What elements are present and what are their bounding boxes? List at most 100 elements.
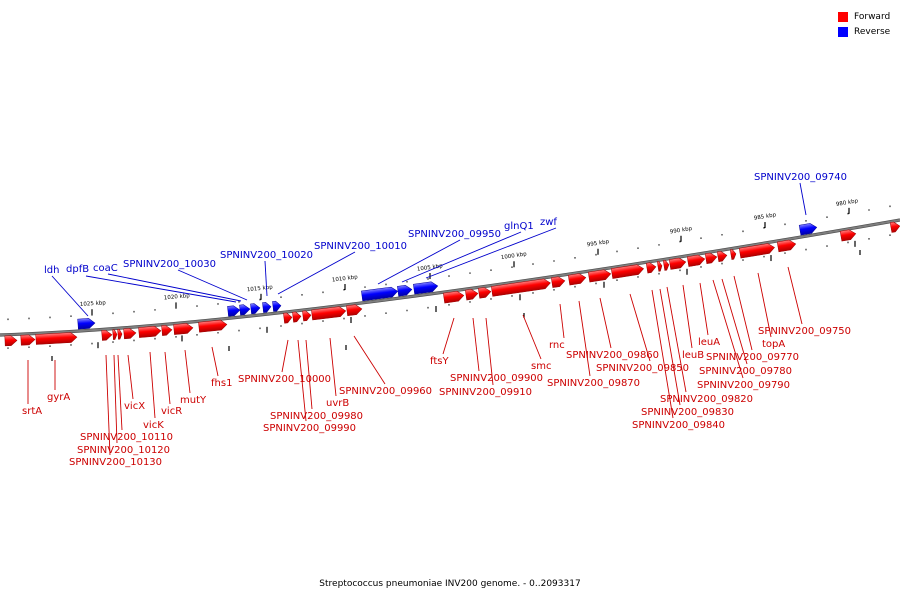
- forward-gene-label: vicR: [161, 406, 182, 417]
- forward-gene-arrow: [302, 310, 312, 322]
- reverse-gene-label-leader: [107, 273, 242, 302]
- reverse-swatch: [838, 26, 848, 37]
- genome-caption: Streptococcus pneumoniae INV200 genome. …: [319, 579, 581, 589]
- tick-label: 1025 kbp: [80, 300, 107, 308]
- forward-gene-label: SPNINV200_10120: [77, 445, 170, 456]
- reverse-gene-label: ldh: [44, 265, 59, 276]
- forward-gene-label: SPNINV200_09790: [697, 380, 790, 391]
- forward-gene-arrow: [656, 260, 663, 272]
- forward-gene-label: leuA: [698, 337, 720, 348]
- reverse-gene-label: SPNINV200_09950: [408, 229, 501, 240]
- forward-gene-label-leader: [164, 351, 171, 405]
- forward-gene-label-leader: [105, 354, 111, 456]
- forward-gene-label-leader: [599, 297, 612, 349]
- forward-gene-arrow: [587, 269, 612, 283]
- reverse-gene-label-leader: [177, 269, 248, 301]
- forward-gene-label-leader: [699, 282, 709, 336]
- tick-label: 980 kbp: [836, 198, 860, 208]
- tick-label: 1015 kbp: [247, 285, 274, 294]
- forward-gene-label: srtA: [22, 406, 42, 417]
- legend-forward: Forward: [838, 9, 898, 24]
- reverse-gene-label-leader: [377, 239, 461, 285]
- legend: Forward Reverse: [838, 9, 898, 39]
- reverse-gene-label-leader: [425, 227, 557, 279]
- forward-gene-label-leader: [733, 275, 753, 351]
- forward-gene-arrow: [4, 335, 18, 347]
- forward-gene-label-leader: [472, 317, 480, 372]
- forward-gene-arrow: [662, 259, 670, 271]
- forward-gene-label-leader: [522, 314, 542, 360]
- reverse-gene-label: SPNINV200_10010: [314, 241, 407, 252]
- forward-gene-arrow: [738, 243, 775, 259]
- forward-gene-arrow: [490, 278, 551, 297]
- forward-gene-arrow: [839, 229, 857, 242]
- legend-forward-label: Forward: [854, 11, 891, 22]
- forward-gene-label: SPNINV200_09980: [270, 411, 363, 422]
- tick-label: 995 kbp: [587, 239, 611, 248]
- forward-gene-arrow: [161, 325, 173, 336]
- forward-gene-arrow: [20, 334, 36, 346]
- forward-gene-label-leader: [281, 339, 289, 373]
- forward-gene-label: leuB: [682, 350, 704, 361]
- forward-gene-label: rnc: [549, 340, 565, 351]
- forward-gene-label: SPNINV200_09820: [660, 394, 753, 405]
- reverse-gene-label-leader: [51, 275, 89, 317]
- reverse-gene-label-leader: [401, 231, 522, 283]
- legend-reverse-label: Reverse: [854, 26, 891, 37]
- forward-gene-arrow: [198, 319, 228, 333]
- forward-gene-label: mutY: [180, 395, 207, 406]
- reverse-gene-arrow: [250, 303, 261, 315]
- forward-gene-arrow: [716, 251, 728, 263]
- forward-gene-label: SPNINV200_09830: [641, 407, 734, 418]
- forward-gene-label-leader: [682, 284, 693, 349]
- forward-gene-label-leader: [485, 317, 494, 386]
- forward-gene-arrow: [283, 312, 293, 324]
- forward-gene-label: SPNINV200_09770: [706, 352, 799, 363]
- tick-label: 1005 kbp: [417, 263, 444, 272]
- forward-gene-label: vicX: [124, 401, 145, 412]
- tick-label: 985 kbp: [753, 212, 777, 222]
- forward-gene-label-leader: [629, 293, 651, 362]
- forward-gene-arrow: [292, 311, 302, 323]
- reverse-gene-arrow: [798, 223, 818, 236]
- reverse-gene-arrow: [413, 281, 439, 295]
- tick-label: 1010 kbp: [332, 274, 359, 283]
- reverse-gene-label: SPNINV200_10020: [220, 250, 313, 261]
- forward-gene-label: SPNINV200_09870: [547, 378, 640, 389]
- forward-gene-label-leader: [442, 317, 455, 355]
- forward-gene-label: topA: [762, 339, 785, 350]
- forward-gene-arrow: [776, 239, 797, 253]
- forward-gene-arrow: [311, 306, 347, 321]
- reverse-gene-arrow: [361, 286, 399, 302]
- forward-gene-arrow: [117, 328, 123, 340]
- forward-gene-arrow: [668, 257, 687, 270]
- forward-gene-arrow: [35, 332, 78, 345]
- reverse-gene-label: dpfB: [66, 264, 89, 275]
- forward-gene-label: SPNINV200_09780: [699, 366, 792, 377]
- tick-label: 990 kbp: [670, 226, 694, 236]
- forward-gene-label-leader: [149, 351, 156, 419]
- forward-gene-label: SPNINV200_09990: [263, 423, 356, 434]
- forward-gene-label-leader: [297, 339, 307, 422]
- forward-gene-arrow: [704, 252, 718, 264]
- forward-gene-label: SPNINV200_09900: [450, 373, 543, 384]
- forward-gene-arrow: [443, 290, 465, 304]
- forward-gene-label-leader: [117, 354, 123, 431]
- reverse-gene-label-leader: [264, 260, 268, 297]
- forward-gene-arrow: [686, 254, 706, 267]
- forward-gene-arrow: [465, 289, 479, 301]
- forward-gene-arrow: [645, 262, 657, 274]
- reverse-gene-label-leader: [799, 182, 807, 216]
- reverse-gene-arrow: [262, 302, 272, 313]
- forward-gene-label: SPNINV200_09860: [566, 350, 659, 361]
- tick-label: 1020 kbp: [164, 293, 191, 301]
- reverse-gene-label: SPNINV200_10030: [123, 259, 216, 270]
- forward-gene-label-leader: [721, 278, 748, 365]
- reverse-gene-arrow: [272, 300, 282, 312]
- tick-label: 1000 kbp: [501, 251, 528, 261]
- forward-gene-arrow: [478, 287, 492, 299]
- forward-gene-label: SPNINV200_10110: [80, 432, 173, 443]
- forward-gene-label-leader: [787, 266, 803, 325]
- forward-gene-label: SPNINV200_10000: [238, 374, 331, 385]
